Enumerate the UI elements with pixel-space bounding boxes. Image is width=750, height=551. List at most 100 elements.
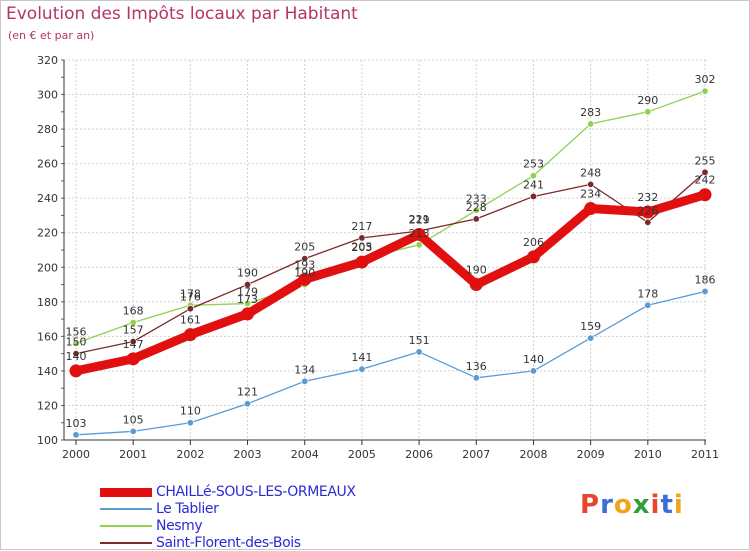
data-label: 141	[351, 351, 372, 364]
x-tick-label: 2011	[691, 448, 719, 461]
data-label: 206	[523, 236, 544, 249]
data-label: 134	[294, 363, 315, 376]
data-label: 219	[409, 213, 430, 226]
data-point	[72, 431, 80, 439]
data-label: 205	[351, 241, 372, 254]
data-label: 156	[66, 325, 87, 338]
data-label: 140	[66, 350, 87, 363]
data-label: 248	[580, 166, 601, 179]
data-label: 190	[294, 267, 315, 280]
data-label: 178	[180, 287, 201, 300]
data-label: 283	[580, 106, 601, 119]
data-point	[72, 339, 80, 347]
data-point	[587, 180, 595, 188]
data-point	[244, 300, 252, 308]
logo-letter: i	[650, 490, 661, 520]
legend-label: CHAILLé-SOUS-LES-ORMEAUX	[156, 484, 356, 500]
data-point	[298, 272, 312, 286]
data-label: 190	[466, 264, 487, 277]
data-label: 233	[466, 192, 487, 205]
x-tick-label: 2005	[348, 448, 376, 461]
data-point	[186, 419, 194, 427]
chart-subtitle: (en € et par an)	[8, 29, 95, 42]
data-label: 168	[123, 305, 144, 318]
data-label: 232	[637, 191, 658, 204]
y-tick-label: 100	[37, 434, 58, 447]
x-tick-label: 2003	[234, 448, 262, 461]
data-label: 179	[237, 286, 258, 299]
y-tick-label: 300	[37, 89, 58, 102]
data-point	[355, 255, 369, 269]
data-label: 241	[523, 178, 544, 191]
data-point	[358, 365, 366, 373]
legend-label: Nesmy	[156, 518, 203, 534]
logo-letter: r	[600, 490, 614, 520]
x-tick-label: 2000	[62, 448, 90, 461]
data-point	[186, 305, 194, 313]
data-point	[358, 234, 366, 242]
data-label: 178	[637, 287, 658, 300]
data-point	[526, 250, 540, 264]
data-label: 226	[637, 204, 658, 217]
data-point	[69, 364, 83, 378]
y-tick-label: 120	[37, 399, 58, 412]
data-point	[529, 367, 537, 375]
legend-label: Saint-Florent-des-Bois	[156, 535, 301, 551]
data-label: 255	[695, 154, 716, 167]
series-line	[71, 190, 710, 376]
y-tick-label: 200	[37, 261, 58, 274]
data-label: 151	[409, 334, 430, 347]
data-point	[701, 287, 709, 295]
data-point	[698, 188, 712, 202]
data-point	[415, 348, 423, 356]
data-point	[301, 377, 309, 385]
data-point	[183, 328, 197, 342]
x-tick-label: 2010	[634, 448, 662, 461]
data-point	[129, 427, 137, 435]
data-label: 213	[409, 227, 430, 240]
data-label: 157	[123, 324, 144, 337]
logo-letter: P	[580, 490, 601, 520]
data-point	[587, 334, 595, 342]
data-label: 217	[351, 220, 372, 233]
legend-item: Nesmy	[100, 518, 203, 534]
series-line	[75, 290, 706, 436]
data-label: 150	[66, 336, 87, 349]
x-tick-label: 2004	[291, 448, 319, 461]
y-tick-label: 280	[37, 123, 58, 136]
y-tick-label: 320	[37, 54, 58, 67]
data-point	[644, 218, 652, 226]
y-tick-label: 220	[37, 227, 58, 240]
data-label: 103	[66, 417, 87, 430]
legend-item: CHAILLé-SOUS-LES-ORMEAUX	[100, 484, 356, 500]
y-tick-label: 240	[37, 192, 58, 205]
data-point	[529, 192, 537, 200]
data-point	[244, 400, 252, 408]
data-label: 242	[695, 174, 716, 187]
data-point	[472, 215, 480, 223]
data-point	[587, 120, 595, 128]
data-label: 173	[237, 293, 258, 306]
chart-title: Evolution des Impôts locaux par Habitant	[6, 4, 358, 24]
data-label: 190	[237, 267, 258, 280]
data-label: 290	[637, 94, 658, 107]
logo-letter: i	[673, 490, 684, 520]
legend-item: Saint-Florent-des-Bois	[100, 535, 301, 551]
data-label: 193	[294, 258, 315, 271]
data-label: 136	[466, 360, 487, 373]
data-label: 161	[180, 314, 201, 327]
y-tick-label: 180	[37, 296, 58, 309]
data-point	[472, 206, 480, 214]
data-point	[126, 352, 140, 366]
data-label: 228	[466, 201, 487, 214]
data-point	[241, 307, 255, 321]
data-point	[584, 202, 598, 216]
data-label: 110	[180, 405, 201, 418]
data-label: 159	[580, 320, 601, 333]
data-label: 253	[523, 158, 544, 171]
data-label: 147	[123, 338, 144, 351]
data-point	[701, 87, 709, 95]
data-label: 234	[580, 188, 601, 201]
